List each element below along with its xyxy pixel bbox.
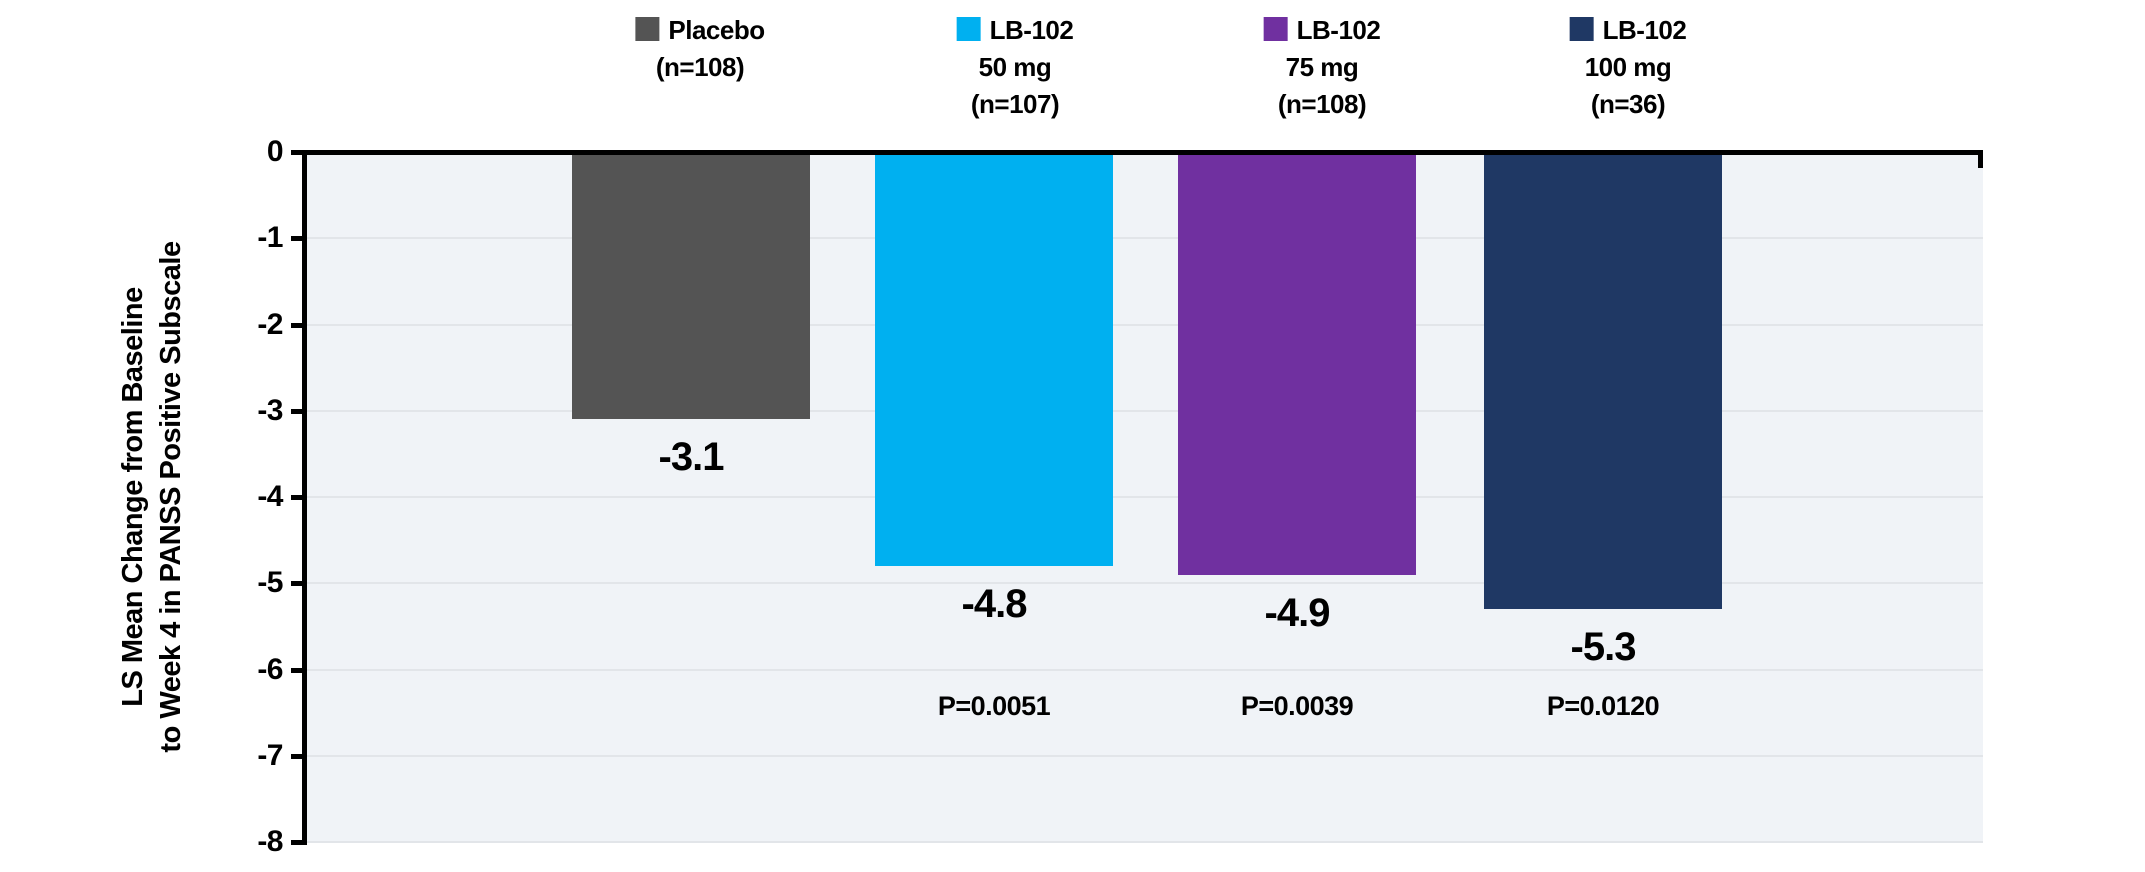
legend-item-placebo: Placebo (n=108) [635, 12, 765, 86]
y-tick-mark [291, 754, 307, 759]
y-tick-mark [291, 236, 307, 241]
legend-label-line: (n=108) [655, 52, 745, 82]
legend-swatch-icon [1569, 17, 1594, 41]
y-tick-label: -1 [257, 221, 283, 254]
legend-series-name: LB-102 [1602, 15, 1687, 45]
y-tick-mark [291, 668, 307, 673]
y-tick-mark [291, 150, 307, 155]
gridline [307, 410, 1983, 412]
gridline [307, 669, 1983, 671]
y-axis-title-line-1: LS Mean Change from Baseline [117, 287, 149, 707]
legend-label-line: LB-102 [1263, 12, 1381, 49]
legend-item-lb-102-100-mg: LB-102 100 mg (n=36) [1569, 12, 1687, 123]
legend-label-line: LB-102 [956, 12, 1074, 49]
y-tick-label: -7 [257, 739, 283, 772]
bar-value-label-lb-102-50-mg: -4.8 [961, 582, 1028, 626]
legend-label-line: LB-102 [1569, 12, 1687, 49]
y-tick-label: -8 [257, 825, 283, 858]
gridline [307, 496, 1983, 498]
legend-series-name: LB-102 [1296, 15, 1381, 45]
y-tick-mark [291, 495, 307, 500]
gridline [307, 237, 1983, 239]
y-tick-label: -3 [257, 394, 283, 427]
legend-label-line: (n=36) [1590, 89, 1666, 119]
y-tick-mark [291, 323, 307, 328]
legend-item-lb-102-50-mg: LB-102 50 mg (n=107) [956, 12, 1074, 123]
gridline [307, 755, 1983, 757]
y-tick-label: 0 [266, 135, 284, 168]
bar-value-label-lb-102-75-mg: -4.9 [1264, 591, 1331, 635]
legend-label-line: (n=107) [970, 89, 1060, 119]
y-tick-mark [291, 581, 307, 586]
legend-series-name: LB-102 [989, 15, 1074, 45]
p-value-label-lb-102-75-mg: P=0.0039 [1240, 691, 1354, 721]
legend-label-line: 75 mg [1285, 52, 1359, 82]
y-tick-label: -4 [257, 480, 283, 513]
legend-label-line: 100 mg [1584, 52, 1672, 82]
gridline [307, 582, 1983, 584]
legend-swatch-icon [956, 17, 981, 41]
y-tick-label: -2 [257, 308, 283, 341]
bar-lb-102-75-mg [1178, 155, 1416, 575]
bar-value-label-lb-102-100-mg: -5.3 [1570, 625, 1637, 669]
bar-placebo [572, 155, 810, 419]
p-value-label-lb-102-50-mg: P=0.0051 [937, 691, 1051, 721]
gridline [307, 324, 1983, 326]
x-axis-end-tick [1978, 155, 1983, 168]
p-value-label-lb-102-100-mg: P=0.0120 [1546, 691, 1660, 721]
x-axis-line [302, 150, 1983, 155]
legend-swatch-icon [1263, 17, 1288, 41]
legend-series-name: Placebo [668, 15, 765, 45]
gridline [307, 841, 1983, 843]
legend-swatch-icon [635, 17, 660, 41]
y-tick-label: -6 [257, 653, 283, 686]
y-tick-label: -5 [257, 566, 283, 599]
y-tick-mark [291, 409, 307, 414]
y-tick-mark [291, 840, 307, 845]
bar-lb-102-100-mg [1484, 155, 1722, 609]
y-axis-title: LS Mean Change from Baseline to Week 4 i… [114, 241, 190, 752]
legend-item-lb-102-75-mg: LB-102 75 mg (n=108) [1263, 12, 1381, 123]
legend-label-line: Placebo [635, 12, 765, 49]
legend-label-line: (n=108) [1277, 89, 1367, 119]
legend-label-line: 50 mg [978, 52, 1052, 82]
bar-lb-102-50-mg [875, 155, 1113, 566]
bar-value-label-placebo: -3.1 [658, 435, 725, 479]
y-axis-title-line-2: to Week 4 in PANSS Positive Subscale [155, 241, 187, 753]
